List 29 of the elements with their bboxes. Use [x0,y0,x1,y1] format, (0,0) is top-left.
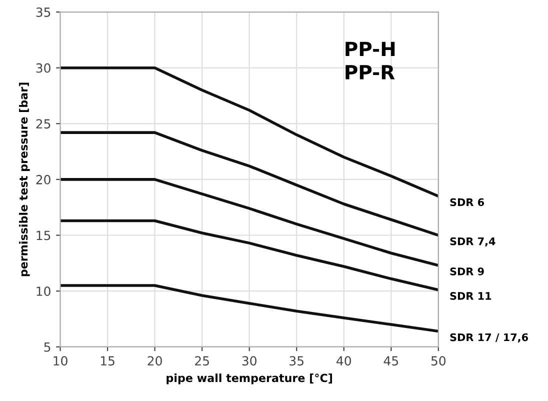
line-series [60,219,438,292]
x-tick-label: 45 [384,356,398,366]
x-tick-label: 10 [54,356,68,366]
x-tick-label: 35 [290,356,304,366]
series-label: SDR 11 [450,292,492,300]
line-series [60,131,438,237]
series-label: SDR 7,4 [450,237,496,247]
y-tick-label: 15 [36,230,50,240]
line-series [60,66,438,198]
y-tick-label: 35 [36,8,50,17]
y-tick-label: 10 [36,286,50,296]
x-tick-label: 15 [100,356,114,366]
x-axis-title: pipe wall temperature [°C] [166,374,332,384]
series-label: SDR 9 [450,267,484,276]
x-tick-label: 40 [336,356,351,366]
line-series [60,284,438,333]
x-tick-label: 30 [242,356,256,366]
x-tick-label: 20 [148,356,162,366]
x-tick-label: 25 [195,356,209,366]
x-tick-label: 50 [431,356,446,366]
y-tick-label: 30 [36,63,50,73]
y-tick-label: 25 [36,119,50,129]
y-tick-label: 5 [44,342,50,352]
series-label: SDR 6 [450,198,484,206]
y-axis-title: permissible test pressure [bar] [19,82,30,276]
line-series [60,178,438,267]
annotation: PP-H PP-R [346,42,395,80]
y-tick-label: 20 [36,174,50,184]
series-label: SDR 17 / 17,6 [450,333,528,343]
